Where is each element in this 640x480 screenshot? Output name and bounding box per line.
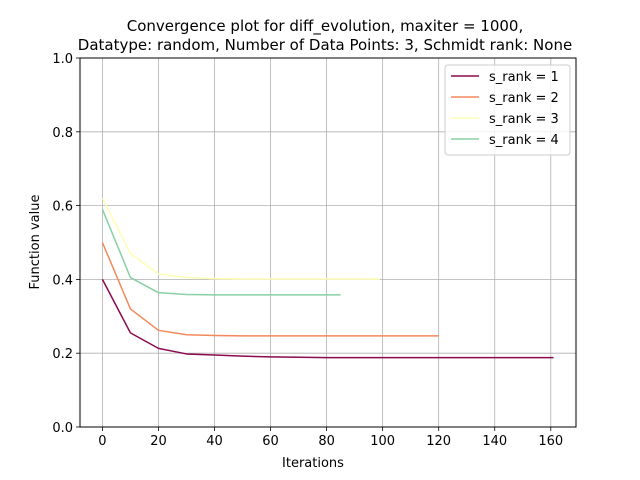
series-line-s-rank-2	[101, 242, 439, 337]
axis-ticks: 0 20 40 60 80 100 120 140 160 0.0 0.2 0.4 0.6 0.8 1.0	[52, 52, 563, 449]
plot-frame	[79, 57, 577, 428]
x-tick-label: 140	[482, 434, 507, 449]
chart-title-line2: Datatype: random, Number of Data Points:…	[78, 36, 572, 54]
x-tick-label: 160	[538, 434, 563, 449]
x-tick-label: 100	[370, 434, 395, 449]
x-tick-label: 0	[98, 434, 106, 449]
x-axis-label: Iterations	[282, 456, 344, 471]
legend-label: s_rank = 2	[489, 91, 559, 106]
series-line-s-rank-1	[101, 279, 554, 359]
legend-label: s_rank = 4	[489, 133, 559, 148]
y-tick-label: 0.0	[52, 421, 73, 436]
legend-label: s_rank = 1	[489, 70, 559, 85]
y-tick-label: 1.0	[52, 52, 73, 67]
x-tick-label: 20	[150, 434, 167, 449]
y-axis-label: Function value	[28, 195, 43, 290]
y-tick-label: 0.2	[52, 347, 73, 362]
x-tick-label: 120	[426, 434, 451, 449]
y-tick-label: 0.4	[52, 273, 73, 288]
legend: s_rank = 1 s_rank = 2 s_rank = 3 s_rank = 4	[444, 64, 571, 156]
y-tick-label: 0.6	[52, 200, 73, 215]
x-tick-label: 80	[318, 434, 335, 449]
chart-title-line1: Convergence plot for diff_evolution, max…	[127, 17, 524, 36]
legend-box	[444, 64, 571, 156]
series-line-s-rank-3	[101, 197, 380, 280]
x-tick-label: 40	[206, 434, 223, 449]
legend-label: s_rank = 3	[489, 112, 559, 127]
series-line-s-rank-4	[101, 209, 341, 296]
x-tick-label: 60	[262, 434, 279, 449]
y-tick-label: 0.8	[52, 126, 73, 141]
series-lines	[101, 197, 554, 359]
